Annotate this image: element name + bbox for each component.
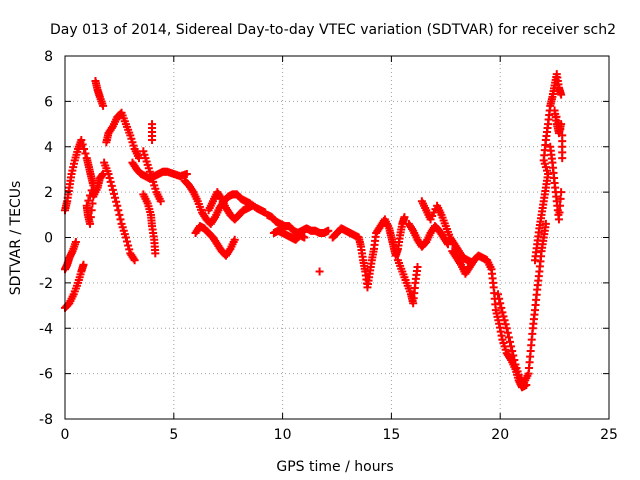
y-tick-label: -2 [39,276,53,292]
data-point [509,351,518,360]
x-axis-label: GPS time / hours [276,459,393,475]
data-point [496,299,505,308]
data-point [505,337,514,346]
data-point [78,140,87,149]
x-tick-label: 15 [382,427,400,443]
data-point [123,237,132,246]
data-point [498,308,507,317]
data-point [88,199,97,208]
data-point [80,145,89,154]
data-point [99,101,108,110]
data-point [109,189,118,198]
data-point [541,219,550,228]
data-point [495,294,504,303]
axis-ticks: 0 5 10 15 20 25 -8 -6 -4 -2 0 2 4 6 8 [39,49,618,443]
data-point [148,135,157,144]
data-point [557,188,566,197]
y-tick-label: -4 [39,321,53,337]
data-point [113,201,122,210]
chart-title: Day 013 of 2014, Sidereal Day-to-day VTE… [50,22,616,38]
y-tick-label: -8 [39,412,53,428]
data-point [112,197,121,206]
y-tick-label: -6 [39,367,53,383]
grid-lines [65,56,609,419]
data-point [510,356,519,365]
data-point [413,262,422,271]
data-point [400,213,409,222]
data-point [555,208,564,217]
data-point [503,328,512,337]
x-tick-label: 0 [61,427,70,443]
y-tick-label: 2 [44,185,53,201]
y-tick-label: 8 [44,49,53,65]
data-point [497,303,506,312]
data-point [114,206,123,215]
data-point [501,320,510,329]
data-point [151,249,160,258]
data-point [504,333,513,342]
data-point [121,233,130,242]
y-tick-label: 0 [44,231,53,247]
data-point [556,194,565,203]
y-tick-label: 4 [44,140,53,156]
data-point [81,149,90,158]
data-point [107,181,116,190]
x-tick-label: 5 [169,427,178,443]
data-point [554,215,563,224]
data-point [324,226,333,235]
data-point [500,316,509,325]
data-point [230,235,239,244]
data-points [61,70,567,392]
data-point [84,196,93,205]
x-tick-label: 10 [274,427,292,443]
data-point [182,169,191,178]
data-point [71,238,80,247]
data-point [300,233,309,242]
data-point [86,219,95,228]
data-point [494,290,503,299]
y-tick-label: 6 [44,94,53,110]
data-point [156,197,165,206]
data-point [508,346,517,355]
data-point [105,173,114,182]
x-tick-label: 20 [491,427,509,443]
data-point [115,210,124,219]
x-tick-label: 25 [600,427,618,443]
data-point [111,193,120,202]
data-point [507,342,516,351]
data-point [86,213,95,222]
data-point [557,90,566,99]
data-point [106,177,115,186]
y-axis-label: SDTVAR / TECUs [8,181,24,296]
data-point [116,215,125,224]
data-point [130,256,139,265]
data-point [556,201,565,210]
data-point [499,312,508,321]
data-point [79,260,88,269]
data-point [557,120,566,129]
data-point [104,169,113,178]
data-point [87,206,96,215]
data-point [77,135,86,144]
data-point [108,185,117,194]
data-point [125,245,134,254]
data-point [248,201,257,210]
data-point [124,241,133,250]
data-point [315,267,324,276]
data-point [502,324,511,333]
